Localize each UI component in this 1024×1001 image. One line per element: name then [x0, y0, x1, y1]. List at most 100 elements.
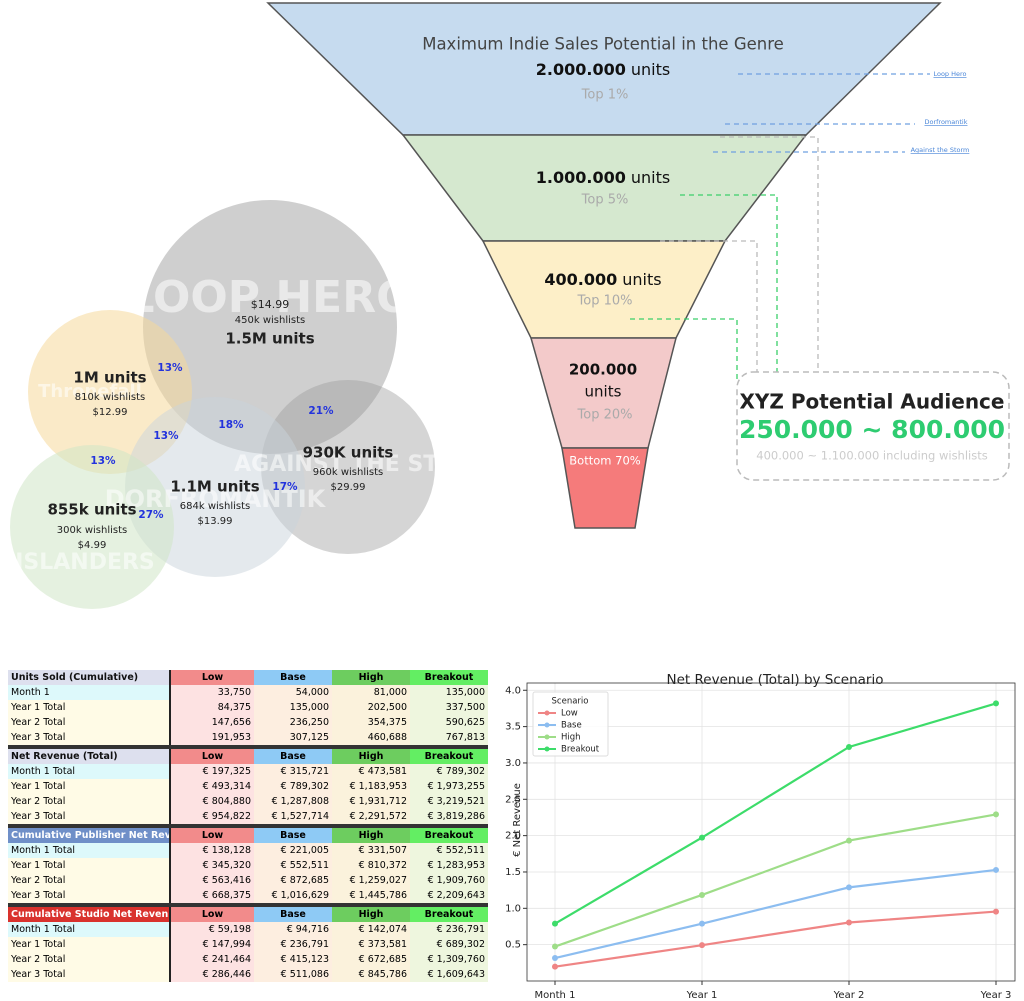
table-cell: € 804,880 — [170, 794, 254, 809]
row-label: Year 1 Total — [8, 858, 171, 873]
data-point — [552, 963, 558, 970]
table-row: Year 2 Total 147,656 236,250 354,375 590,625 — [8, 715, 488, 730]
legend-marker — [544, 710, 550, 716]
funnel-number: 1.000.000 — [536, 168, 626, 187]
table-row: Year 1 Total 84,375 135,000 202,500 337,500 — [8, 700, 488, 715]
table-cell: € 147,994 — [170, 937, 254, 952]
tables: Units Sold (Cumulative) Low Base High Breako… — [8, 670, 488, 982]
table-cell: € 1,309,760 — [410, 952, 488, 967]
column-header: High — [332, 670, 410, 685]
bubble-logo: Thronefall — [38, 381, 142, 402]
connector — [630, 318, 738, 382]
funnel-note: Top 20% — [577, 408, 633, 423]
table-title: Cumulative Publisher Net Revenue — [8, 824, 171, 843]
table-cell: 81,000 — [332, 685, 410, 700]
table-cell: € 236,791 — [254, 937, 332, 952]
row-label: Year 2 Total — [8, 873, 171, 888]
table-row: Month 1 Total € 59,198 € 94,716 € 142,074 € … — [8, 922, 488, 937]
y-tick-label: 2.5 — [505, 794, 521, 805]
row-label: Year 2 Total — [8, 715, 171, 730]
y-tick-label: 3.5 — [505, 722, 521, 733]
column-header: High — [332, 745, 410, 764]
bubble-price: $29.99 — [331, 482, 366, 493]
table-cell: € 315,721 — [254, 764, 332, 779]
data-point — [846, 837, 852, 844]
table-cell: € 1,183,953 — [332, 779, 410, 794]
reference-label: Loop Hero — [933, 70, 966, 78]
table-cell: 191,953 — [170, 730, 254, 747]
bubble-wishlists: 300k wishlists — [57, 525, 127, 536]
row-label: Month 1 Total — [8, 764, 171, 779]
data-point — [552, 943, 558, 950]
table-cell: € 789,302 — [410, 764, 488, 779]
funnel-note: Bottom 70% — [569, 454, 640, 468]
table-cell: € 845,786 — [332, 967, 410, 982]
table: Units Sold (Cumulative) Low Base High Breako… — [8, 670, 488, 982]
legend-label: High — [561, 733, 581, 743]
x-tick-label: Year 3 — [980, 990, 1012, 1001]
table-row: Year 1 Total € 345,320 € 552,511 € 810,372 €… — [8, 858, 488, 873]
row-label: Year 3 Total — [8, 809, 171, 826]
table-cell: € 1,287,808 — [254, 794, 332, 809]
table-cell: € 1,973,255 — [410, 779, 488, 794]
legend-box — [532, 691, 609, 757]
data-point — [846, 743, 852, 750]
funnel-level — [401, 134, 808, 242]
callout-box — [736, 371, 1010, 481]
table-cell: € 954,822 — [170, 809, 254, 826]
table-cell: € 493,314 — [170, 779, 254, 794]
data-point — [552, 955, 558, 962]
bubble-wishlists: 960k wishlists — [313, 467, 383, 478]
table-cell: € 672,685 — [332, 952, 410, 967]
table-row: Month 1 33,750 54,000 81,000 135,000 — [8, 685, 488, 700]
table-title: Net Revenue (Total) — [8, 745, 171, 764]
bubble-price: $13.99 — [198, 516, 233, 527]
table-cell: 590,625 — [410, 715, 488, 730]
table-row: Year 3 Total € 954,822 € 1,527,714 € 2,291,… — [8, 809, 488, 826]
table-cell: € 1,283,953 — [410, 858, 488, 873]
bubble-units: 930K units — [303, 444, 394, 462]
table-cell: 135,000 — [410, 685, 488, 700]
column-header: Base — [254, 903, 332, 922]
x-tick-label: Year 1 — [686, 990, 718, 1001]
bubble-price: $14.99 — [251, 298, 290, 311]
y-tick-label: 3.0 — [505, 758, 521, 769]
row-label: Month 1 — [8, 685, 171, 700]
data-point — [699, 942, 705, 949]
table-cell: € 552,511 — [410, 843, 488, 858]
y-tick-label: 1.0 — [505, 903, 521, 914]
data-point — [993, 811, 999, 818]
y-tick-label: 2.0 — [505, 831, 521, 842]
table-row: Year 2 Total € 804,880 € 1,287,808 € 1,931,… — [8, 794, 488, 809]
overlap-label: 13% — [90, 455, 116, 467]
bubble — [143, 200, 397, 454]
table-cell: € 552,511 — [254, 858, 332, 873]
header-row: Units Sold (Cumulative) Low Base High Breako… — [8, 670, 488, 685]
table-cell: € 3,219,521 — [410, 794, 488, 809]
column-header: Base — [254, 824, 332, 843]
table-title: Units Sold (Cumulative) — [8, 670, 171, 685]
table-cell: € 511,086 — [254, 967, 332, 982]
table-cell: € 473,581 — [332, 764, 410, 779]
table-cell: 202,500 — [332, 700, 410, 715]
table-cell: € 59,198 — [170, 922, 254, 937]
connector — [720, 136, 819, 372]
line-chart: Net Revenue (Total) by Scenario € Net Re… — [505, 672, 1016, 1001]
table-cell: € 1,909,760 — [410, 873, 488, 888]
funnel — [266, 2, 942, 529]
y-tick-label: 0.5 — [505, 940, 521, 951]
legend-label: Low — [561, 709, 578, 719]
column-header: Low — [170, 903, 254, 922]
table-cell: 236,250 — [254, 715, 332, 730]
data-point — [993, 866, 999, 873]
data-point — [699, 920, 705, 927]
column-header: High — [332, 903, 410, 922]
table-cell: € 197,325 — [170, 764, 254, 779]
funnel-title: Maximum Indie Sales Potential in the Gen… — [422, 35, 784, 54]
table-cell: € 286,446 — [170, 967, 254, 982]
legend-marker — [544, 722, 550, 728]
row-label: Year 1 Total — [8, 937, 171, 952]
funnel-unit: units — [585, 383, 622, 401]
data-point — [846, 919, 852, 926]
table-cell: € 373,581 — [332, 937, 410, 952]
